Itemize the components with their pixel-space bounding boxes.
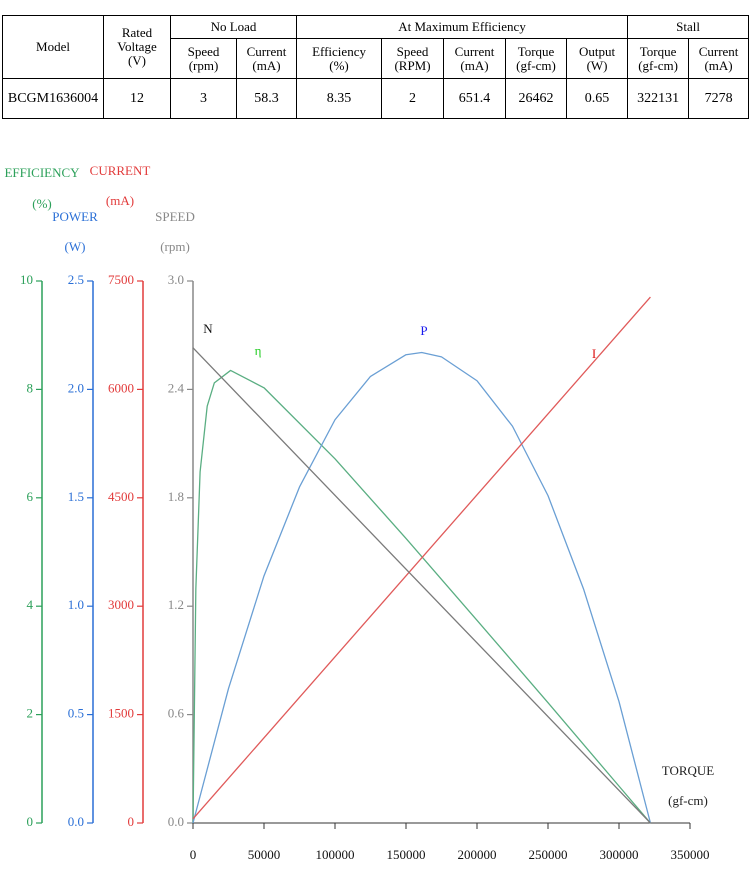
y-tick-label: 2: [27, 706, 34, 721]
curve-label: N: [203, 321, 213, 336]
cell-line: Torque: [517, 43, 555, 59]
x-axis-title: TORQUE: [662, 763, 715, 778]
y-tick-label: 0.5: [68, 706, 84, 721]
cell-line: (V): [127, 53, 147, 68]
header-cell: Speed (rpm): [170, 38, 237, 79]
y-axis-title: EFFICIENCY: [4, 165, 80, 180]
y-tick-label: 10: [20, 272, 33, 287]
cell-line: (RPM): [394, 57, 431, 73]
data-cell: 58.3: [235, 78, 298, 119]
y-tick-label: 4500: [108, 489, 134, 504]
y-tick-label: 0: [128, 814, 135, 829]
y-tick-label: 3.0: [168, 272, 184, 287]
header-cell: Rated Voltage (V): [103, 15, 171, 79]
cell-line: (rpm): [188, 57, 219, 73]
x-tick-label: 250000: [529, 847, 568, 862]
header-row: Model Rated Voltage (V) No Load At Maximum Ef…: [2, 15, 750, 79]
x-tick-label: 50000: [248, 847, 281, 862]
cell-line: Current: [246, 43, 287, 59]
data-cell: 7278: [688, 78, 750, 119]
y-tick-label: 0.0: [68, 814, 84, 829]
header-cell: Speed (RPM): [381, 38, 445, 79]
y-tick-label: 3000: [108, 597, 134, 612]
y-tick-label: 6000: [108, 380, 134, 395]
cell-line: (%): [329, 57, 349, 73]
spec-table: Model Rated Voltage (V) No Load At Maximum Ef…: [2, 15, 750, 119]
header-cell: Current (mA): [235, 38, 298, 79]
cell-line: Speed: [396, 43, 429, 59]
curve: [192, 351, 652, 824]
cell-line: Torque: [639, 43, 677, 59]
header-cell: Output (W): [566, 38, 629, 79]
data-row: BCGM1636004 12 3 58.3 8.35 2 651.4 26462 0.65 322…: [2, 78, 750, 119]
header-cell: Stall: [627, 15, 750, 39]
cell-line: (mA): [704, 57, 733, 73]
y-tick-label: 4: [27, 597, 34, 612]
y-axis-title: (W): [65, 239, 86, 254]
data-cell: 3: [170, 78, 237, 119]
table-body: Model Rated Voltage (V) No Load At Maximum Ef…: [2, 15, 750, 119]
x-tick-label: 150000: [387, 847, 426, 862]
header-cell: At Maximum Efficiency: [296, 15, 629, 39]
x-axis-title: (gf-cm): [668, 793, 708, 808]
cell-line: Efficiency: [312, 43, 366, 59]
curve-label: P: [420, 323, 427, 338]
x-tick-label: 300000: [600, 847, 639, 862]
y-tick-label: 2.4: [168, 380, 185, 395]
data-cell: 0.65: [566, 78, 629, 119]
y-tick-label: 8: [27, 380, 34, 395]
x-tick-label: 0: [190, 847, 197, 862]
cell-line: At Maximum Efficiency: [398, 19, 526, 34]
y-axis-title: CURRENT: [90, 163, 151, 178]
y-axis-title: (%): [32, 196, 52, 211]
cell-line: Voltage: [117, 39, 157, 54]
y-axis-title: SPEED: [155, 209, 195, 224]
cell-line: (W): [586, 57, 608, 73]
y-tick-label: 1.0: [68, 597, 84, 612]
data-cell: 8.35: [296, 78, 383, 119]
cell-line: (mA): [252, 57, 281, 73]
y-tick-label: 1500: [108, 706, 134, 721]
curve: [192, 369, 651, 824]
cell-line: (gf-cm): [638, 57, 678, 73]
y-tick-label: 1.5: [68, 489, 84, 504]
x-tick-label: 350000: [671, 847, 710, 862]
data-cell: 322131: [627, 78, 690, 119]
cell-line: Current: [698, 43, 739, 59]
y-axis-title: POWER: [52, 209, 98, 224]
cell-line: Model: [36, 39, 70, 54]
cell-line: (gf-cm): [516, 57, 556, 73]
curve: [192, 347, 651, 824]
x-tick-label: 100000: [316, 847, 355, 862]
data-cell: BCGM1636004: [2, 78, 104, 119]
y-tick-label: 0.0: [168, 814, 184, 829]
cell-line: Current: [454, 43, 495, 59]
cell-line: (mA): [460, 57, 489, 73]
cell-line: Rated: [121, 25, 153, 40]
y-tick-label: 1.2: [168, 597, 184, 612]
y-tick-label: 2.0: [68, 380, 84, 395]
y-tick-label: 0: [27, 814, 34, 829]
y-tick-label: 0.6: [168, 706, 185, 721]
y-tick-label: 1.8: [168, 489, 184, 504]
y-tick-label: 2.5: [68, 272, 84, 287]
header-cell: Current (mA): [688, 38, 750, 79]
curve: [192, 296, 651, 820]
header-row: Speed (rpm) Current (mA) Efficiency (%) Speed(…: [3, 38, 750, 79]
x-tick-label: 200000: [458, 847, 497, 862]
y-axis-title: (rpm): [160, 239, 190, 254]
curve-label: η: [255, 343, 262, 358]
y-axis-title: (mA): [106, 193, 134, 208]
header-cell: Model: [2, 15, 104, 79]
y-tick-label: 7500: [108, 272, 134, 287]
y-tick-label: 6: [27, 489, 34, 504]
cell-line: No Load: [210, 19, 257, 34]
cell-line: Output: [578, 43, 616, 59]
data-cell: 651.4: [443, 78, 507, 119]
cell-line: Stall: [676, 19, 700, 34]
curve-label: I: [592, 346, 596, 361]
cell-line: Speed: [187, 43, 220, 59]
